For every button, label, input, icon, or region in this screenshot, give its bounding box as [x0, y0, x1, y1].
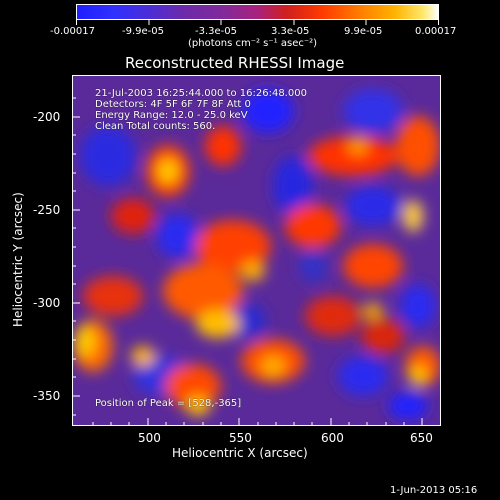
y-tick-label: -250: [33, 203, 61, 217]
colorbar-label: -9.9e-05: [122, 26, 164, 37]
x-tick-label: 550: [229, 431, 252, 445]
colorbar-label: -3.3e-05: [195, 26, 237, 37]
footer-date: 1-Jun-2013 05:16: [390, 485, 478, 496]
colorbar-label: 0.00017: [415, 26, 457, 37]
plot-title: Reconstructed RHESSI Image: [125, 54, 345, 72]
rhessi-heatmap: [73, 76, 440, 425]
axis-ticks: [72, 97, 423, 426]
colorbar-label: 3.3e-05: [271, 26, 310, 37]
colorbar-label: 9.9e-05: [344, 26, 383, 37]
y-tick-label: -200: [33, 110, 61, 124]
clean-counts-label: Clean Total counts: 560.: [95, 121, 216, 132]
colorbar: [76, 4, 439, 20]
peak-position-label: Position of Peak = [528,-365]: [95, 398, 242, 409]
rhessi-image: 21-Jul-2003 16:25:44.000 to 16:26:48.000…: [72, 75, 441, 426]
y-tick-label: -300: [33, 296, 61, 310]
y-axis-label: Heliocentric Y (arcsec): [11, 192, 25, 327]
x-tick-label: 600: [321, 431, 344, 445]
y-tick-label: -350: [33, 389, 61, 403]
time-range-label: 21-Jul-2003 16:25:44.000 to 16:26:48.000: [95, 88, 307, 99]
detectors-label: Detectors: 4F 5F 6F 7F 8F Att 0: [95, 99, 251, 110]
colorbar-units: (photons cm⁻² s⁻¹ asec⁻²): [188, 38, 318, 49]
x-tick-label: 500: [138, 431, 161, 445]
x-tick-label: 650: [410, 431, 433, 445]
colorbar-label: -0.00017: [50, 26, 95, 37]
energy-range-label: Energy Range: 12.0 - 25.0 keV: [95, 110, 248, 121]
x-axis-label: Heliocentric X (arcsec): [172, 446, 308, 460]
colorbar-ticks: [76, 20, 439, 25]
